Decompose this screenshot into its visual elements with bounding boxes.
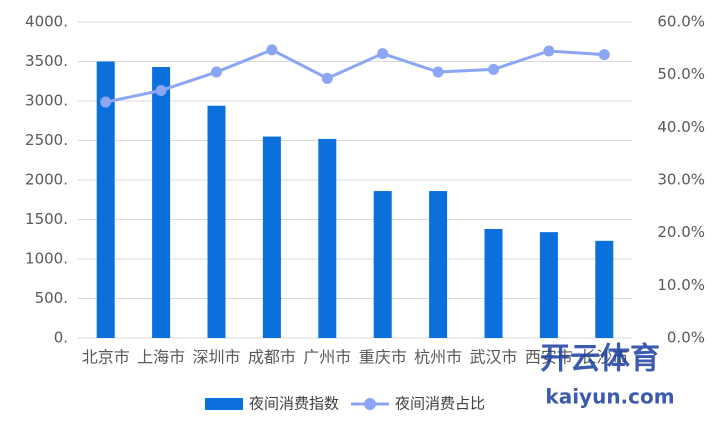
legend-swatch (205, 398, 243, 410)
x-tick-label: 杭州市 (414, 348, 462, 367)
line-point (598, 49, 610, 61)
y-tick-label: 4000. (25, 13, 68, 31)
line-point (211, 66, 222, 78)
y-tick-label: 1000. (25, 250, 68, 268)
y-tick-label: 3000. (25, 92, 68, 110)
watermark-brand: 开云体育 (540, 342, 660, 377)
y-tick-label: 2000. (25, 171, 68, 189)
x-tick-label: 北京市 (82, 348, 130, 367)
line-point (432, 66, 444, 78)
y-tick-label: 1500. (25, 210, 68, 228)
y2-tick-label: 50.0% (657, 65, 705, 83)
y2-tick-label: 30.0% (657, 171, 705, 189)
bar (373, 191, 392, 338)
line-point (377, 48, 389, 60)
bar (262, 136, 281, 338)
x-tick-label: 西安市 (525, 348, 573, 367)
y-tick-label: 3500. (25, 52, 68, 70)
x-tick-label: 重庆市 (359, 348, 407, 367)
y2-tick-label: 40.0% (657, 118, 705, 136)
legend-swatch (364, 398, 377, 410)
y2-tick-label: 20.0% (657, 223, 705, 241)
x-tick-label: 长沙市 (580, 348, 628, 367)
line-point (155, 84, 167, 96)
line-point (266, 44, 278, 56)
y2-tick-label: 60.0% (657, 13, 705, 31)
line-point (321, 72, 333, 84)
x-tick-label: 成都市 (248, 348, 296, 367)
line-point (100, 96, 112, 108)
y2-tick-label: 10.0% (657, 276, 705, 294)
y2-tick-label: 0.0% (667, 329, 705, 347)
legend-label: 夜间消费指数 (249, 395, 339, 413)
line-point (488, 63, 499, 75)
bar (595, 240, 614, 338)
bar (207, 105, 226, 339)
x-tick-label: 武汉市 (469, 348, 517, 367)
y-tick-label: 500. (35, 289, 68, 307)
bar (318, 138, 337, 338)
line (105, 48, 605, 104)
y-tick-label: 0. (54, 329, 68, 347)
bar (484, 228, 503, 338)
x-tick-label: 深圳市 (192, 348, 240, 367)
line-point (543, 45, 555, 57)
bar (152, 67, 171, 338)
plot: 0. 500. 1000. 1500. 2000. 2500. 3000. 3500. 4000… (25, 13, 705, 413)
watermark-site: kaiyun.com (545, 385, 674, 409)
bar (96, 61, 115, 338)
bar (429, 191, 448, 338)
legend-label: 夜间消费占比 (395, 395, 485, 413)
x-tick-label: 上海市 (137, 348, 185, 367)
y-tick-label: 2500. (25, 131, 68, 149)
x-tick-label: 广州市 (303, 348, 351, 367)
bar (539, 232, 558, 338)
